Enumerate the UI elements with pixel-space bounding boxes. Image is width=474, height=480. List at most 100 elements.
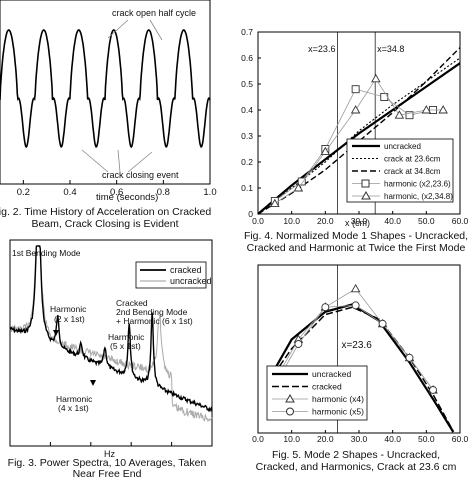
fig4-xtick-label: 30.0 — [351, 216, 368, 226]
fig4-xtick-label: 20.0 — [317, 216, 334, 226]
fig4-point-square — [380, 93, 389, 101]
fig4-ytick-label: 0 — [248, 209, 253, 219]
fig5-legend-items: uncracked cracked harmonic (x4) harmonic (x… — [272, 369, 364, 417]
fig4-legend-items: uncracked crack at 23.6cm crack at 34.8cm h… — [352, 142, 453, 201]
fig4-ytick-label: 0.4 — [241, 105, 253, 115]
fig2-acceleration-series — [0, 29, 211, 149]
fig4-point-triangle — [438, 105, 448, 114]
fig4-point-triangle — [320, 146, 331, 156]
fig5-caption-line1: Fig. 5. Mode 2 Shapes - Uncracked, — [271, 449, 441, 461]
fig4-crack-label: x=34.8 — [377, 44, 404, 54]
fig3-marker-harmonic4 — [90, 380, 96, 386]
fig4-point-square — [297, 177, 306, 186]
fig4-line-4 — [274, 78, 444, 204]
fig5-caption-line2: Cracked, and Harmonics, Crack at 23.6 cm — [255, 461, 457, 473]
fig5-xtick-label: 0.0 — [252, 434, 264, 444]
fig4-legend-label: harmonic, (x2,34.8) — [384, 192, 453, 201]
fig3-xlabel: Hz — [104, 449, 115, 459]
fig2-annotation-open: crack open half cycle — [112, 8, 196, 18]
fig2-caption-line1: ig. 2. Time History of Acceleration on C… — [0, 206, 212, 218]
fig5-legend-label: cracked — [312, 382, 342, 392]
fig4-xtick-label: 40.0 — [384, 216, 401, 226]
fig3-caption-line2: Near Free End — [72, 468, 142, 480]
fig4-xtick-label: 60.0 — [452, 216, 469, 226]
fig2-arrow-open-1 — [107, 19, 129, 39]
fig4-legend-marker-triangle — [361, 190, 371, 200]
fig5-point-triangle — [350, 283, 361, 293]
fig4-legend-marker-square — [361, 179, 370, 188]
fig4-axes: 0.0 10.0 20.0 30.0 40.0 50.0 60.0 0 0.1 0.2 0.3 0.4… — [241, 27, 468, 226]
fig4-legend-label: uncracked — [384, 142, 421, 151]
fig3-legend — [135, 261, 207, 289]
fig2-x-ticks: 0.2 0.4 0.6 0.8 1.0 — [17, 180, 217, 198]
fig4-point-square — [405, 111, 414, 120]
fig4-legend-label: crack at 23.6cm — [384, 155, 441, 164]
fig4-plot: 0.0 10.0 20.0 30.0 40.0 50.0 60.0 0 0.1 0.2 0.3 0.4… — [241, 27, 468, 228]
fig5-xtick-label: 60.0 — [452, 434, 469, 444]
fig3-annotation-harmonic5-b: (5 x 1st) — [110, 341, 141, 351]
fig4-legend-label: crack at 34.8cm — [384, 167, 441, 176]
fig3-annotation-harmonic5-a: Harmonic — [108, 332, 145, 342]
fig5-xtick-label: 50.0 — [418, 434, 435, 444]
fig4-caption-line2: Cracked and Harmonic at Twice the First … — [246, 242, 466, 254]
fig5-plot: 0.0 10.0 20.0 30.0 40.0 50.0 60.0 x=23.6 uncrac… — [252, 264, 469, 444]
fig2-plot: 0.2 0.4 0.6 0.8 1.0 crack open half cycle cr… — [0, 0, 217, 203]
fig2-arrow-open-2 — [149, 19, 163, 41]
fig5-point-circle — [405, 353, 414, 362]
fig5-legend-marker-triangle — [285, 393, 295, 403]
fig5-point-circle — [294, 340, 303, 348]
fig3-annotation-harmonic4-b: (4 x 1st) — [58, 403, 89, 413]
fig5-xtick-label: 40.0 — [384, 434, 401, 444]
fig2-xtick-label: 0.6 — [110, 187, 123, 198]
fig5-crack-label: x=23.6 — [341, 340, 372, 351]
fig4-ytick-label: 0.5 — [241, 79, 253, 89]
fig3-legend-label-cracked: cracked — [170, 265, 202, 275]
fig5-point-circle — [351, 301, 360, 310]
fig4-xtick-label: 50.0 — [418, 216, 435, 226]
fig4-crack-label: x=23.6 — [308, 44, 335, 54]
fig4-line-0 — [257, 62, 461, 215]
fig5-point-circle — [321, 303, 330, 312]
fig2-caption-line2: Beam, Crack Closing is Evident — [31, 218, 179, 230]
fig5-legend-label: harmonic (x5) — [312, 407, 364, 417]
fig3-annotation-cracked2-a: Cracked — [116, 298, 148, 308]
fig2-xtick-label: 0.4 — [63, 187, 76, 198]
fig3-series-cracked — [9, 245, 213, 413]
fig5-legend-label: harmonic (x4) — [312, 394, 364, 404]
fig5-legend-marker-circle — [286, 407, 294, 416]
fig4-ytick-label: 0.7 — [241, 27, 253, 37]
fig4-legend-label: harmonic (x2,23.6) — [384, 180, 451, 189]
fig4-ytick-label: 0.2 — [241, 157, 253, 167]
fig3-plot: cracked uncracked 1st Bending Mode Harmo… — [9, 239, 213, 459]
fig4-point-square — [351, 85, 360, 94]
fig4-xtick-label: 0.0 — [252, 216, 264, 226]
fig3-x-ticks — [9, 442, 213, 446]
fig3-marker-harmonic2 — [53, 330, 59, 336]
fig4-ytick-label: 0.6 — [241, 53, 253, 63]
fig5-legend-label: uncracked — [312, 369, 351, 379]
fig4-point-triangle — [350, 105, 361, 114]
fig4-point-triangle — [371, 73, 381, 83]
fig3-caption-line1: Fig. 3. Power Spectra, 10 Averages, Take… — [7, 457, 207, 469]
fig2-arrow-close-3 — [127, 151, 153, 173]
fig3-annotation-harmonic4-a: Harmonic — [56, 394, 93, 404]
fig2-frame — [0, 0, 211, 185]
fig2-arrow-close-1 — [81, 149, 109, 173]
fig4-caption-line1: Fig. 4. Normalized Mode 1 Shapes - Uncra… — [243, 230, 469, 242]
fig5-xtick-label: 30.0 — [351, 434, 368, 444]
fig4-line-2 — [257, 47, 461, 215]
fig3-annotation-1st: 1st Bending Mode — [12, 248, 81, 258]
fig3-frame — [9, 239, 213, 447]
fig4-xtick-label: 10.0 — [283, 216, 300, 226]
fig2-xtick-label: 0.8 — [157, 187, 170, 198]
fig4-ytick-label: 0.1 — [241, 183, 253, 193]
fig2-xtick-label: 0.2 — [17, 187, 30, 198]
fig3-annotation-harmonic2-b: (2 x 1st) — [54, 314, 85, 324]
fig2-arrow-close-2 — [117, 149, 121, 173]
fig4-point-triangle — [293, 183, 304, 192]
fig5-point-circle — [429, 386, 438, 394]
fig3-annotation-cracked2-b: 2nd Bending Mode — [116, 307, 188, 317]
fig3-annotation-harmonic2-a: Harmonic — [50, 304, 87, 314]
fig5-xtick-label: 10.0 — [283, 434, 300, 444]
